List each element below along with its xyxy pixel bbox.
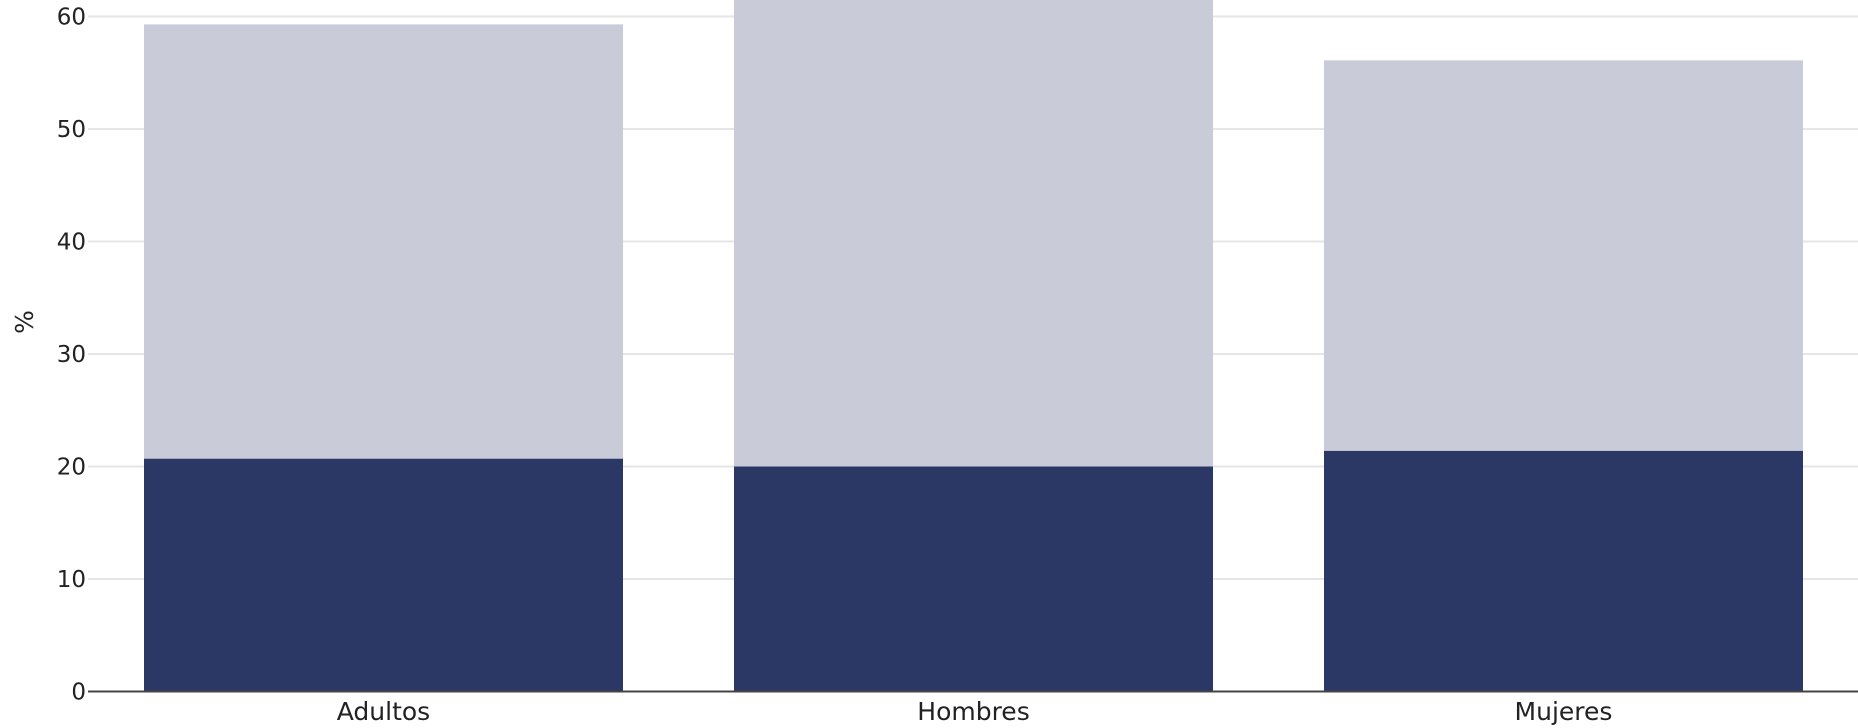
bar-mujeres-segment-1: [1324, 450, 1803, 692]
y-axis-title: %: [10, 310, 39, 334]
bar-adultos-segment-2: [144, 24, 623, 459]
y-tick-labels: 0 10 20 30 40 50 60: [57, 5, 86, 706]
bar-adultos-segment-1: [144, 458, 623, 692]
x-category-label: Hombres: [917, 697, 1029, 726]
y-tick-label: 60: [57, 5, 86, 31]
y-tick-label: 30: [57, 342, 86, 368]
bar-hombres-segment-2: [734, 0, 1213, 467]
y-tick-label: 50: [57, 117, 86, 143]
bars: [144, 0, 1803, 692]
y-tick-label: 20: [57, 455, 86, 481]
bar-hombres-segment-1: [734, 466, 1213, 692]
x-category-labels: Adultos Hombres Mujeres: [337, 697, 1613, 726]
bar-mujeres-segment-2: [1324, 60, 1803, 451]
x-category-label: Mujeres: [1515, 697, 1613, 726]
x-category-label: Adultos: [337, 697, 430, 726]
y-tick-label: 10: [57, 567, 86, 593]
y-tick-label: 0: [71, 680, 86, 706]
y-tick-label: 40: [57, 230, 86, 256]
